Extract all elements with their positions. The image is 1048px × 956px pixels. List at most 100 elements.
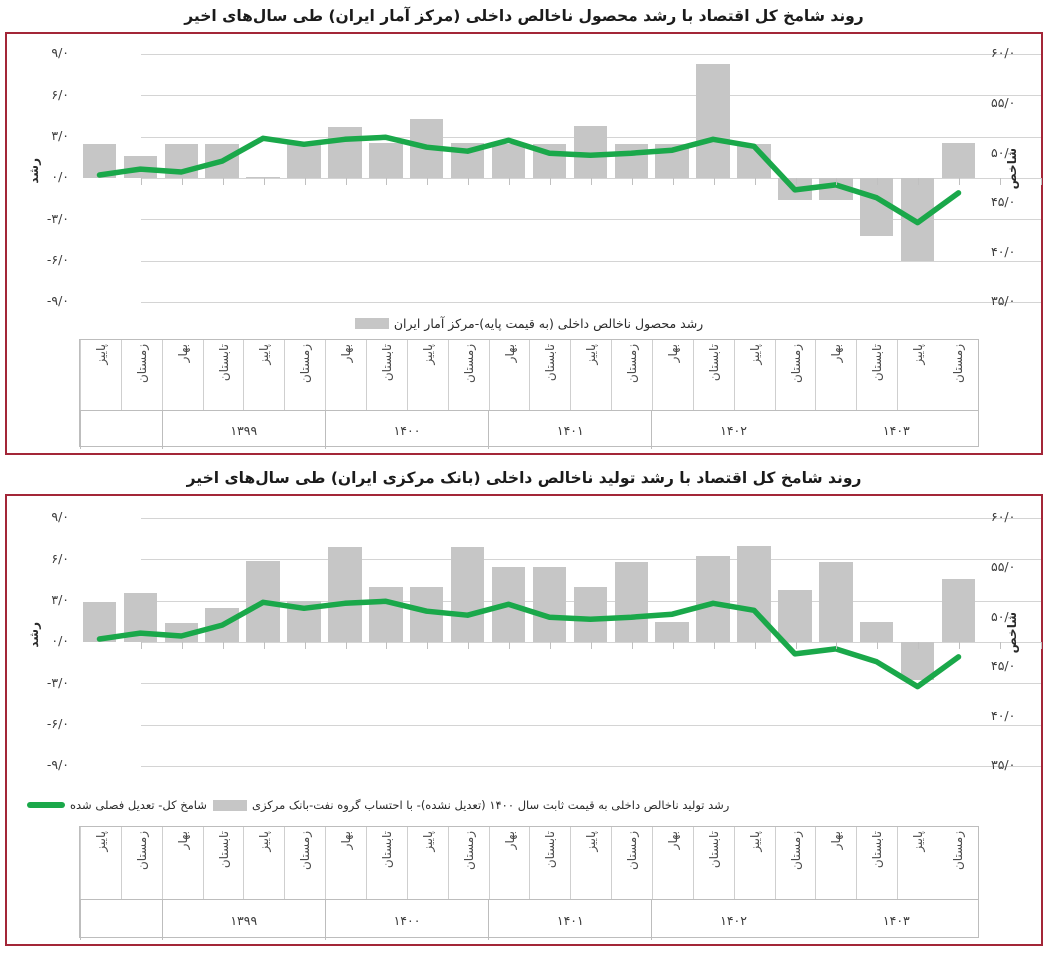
season-row: پاییز زمستان بهار تابستان پاییز زمستان بهار تاب… xyxy=(80,340,978,411)
season-label: پاییز xyxy=(747,344,762,365)
axis-tick xyxy=(263,642,265,650)
season-label: زمستان xyxy=(625,344,640,384)
season-cell: زمستان xyxy=(284,340,325,411)
axis-tick xyxy=(591,642,592,650)
season-cell: بهار xyxy=(815,827,856,900)
season-label: پاییز xyxy=(257,344,272,365)
bar xyxy=(696,555,730,643)
y-axis-right-tick: ۴۵/۰ xyxy=(991,194,1016,210)
axis-tick xyxy=(959,178,961,186)
gridline xyxy=(141,219,1041,221)
axis-tick xyxy=(345,178,347,186)
year-label xyxy=(80,900,162,941)
season-label: زمستان xyxy=(625,831,640,871)
axis-tick xyxy=(427,642,429,650)
axis-tick xyxy=(795,178,797,186)
axis-tick xyxy=(386,178,388,186)
bar xyxy=(614,562,649,643)
legend-label: رشد تولید ناخالص داخلی به قیمت ثابت سال … xyxy=(251,798,730,813)
year-row: ۱۳۹۹ ۱۴۰۰ ۱۴۰۱ ۱۴۰۲ ۱۴۰۳ xyxy=(80,899,978,941)
season-label: پاییز xyxy=(93,344,108,365)
season-label: پاییز xyxy=(747,831,762,852)
legend-item[interactable]: شامخ کل- تعدیل فصلی شده xyxy=(27,798,207,812)
season-label: پاییز xyxy=(584,831,599,852)
axis-tick xyxy=(959,642,961,650)
season-cell: زمستان xyxy=(447,340,489,411)
axis-tick xyxy=(1041,178,1042,186)
axis-tick xyxy=(918,178,920,186)
season-row: پاییز زمستان بهار تابستان پاییز زمستان بهار تاب… xyxy=(80,827,978,900)
axis-tick xyxy=(591,178,592,186)
y-axis-left-tick: ۶/۰ xyxy=(51,86,69,102)
season-cell: تابستان xyxy=(366,827,407,900)
season-label: زمستان xyxy=(134,831,149,871)
year-label: ۱۴۰۲ xyxy=(651,900,814,941)
gridline xyxy=(141,518,1041,520)
gridline xyxy=(141,261,1041,263)
legend-line-swatch-icon xyxy=(27,802,65,809)
legend-label: رشد محصول ناخالص داخلی (به قیمت پایه)-مر… xyxy=(393,316,704,332)
axis-tick xyxy=(795,642,797,650)
y-axis-right-tick: ۴۵/۰ xyxy=(991,658,1016,674)
year-row: ۱۳۹۹ ۱۴۰۰ ۱۴۰۱ ۱۴۰۲ ۱۴۰۳ xyxy=(80,410,978,450)
season-cell: زمستان xyxy=(284,827,325,900)
year-label: ۱۴۰۳ xyxy=(882,912,910,928)
season-cell: پاییز xyxy=(243,827,284,900)
y-axis-left-tick: -۹/۰ xyxy=(46,293,69,309)
chart-legend: شامخ کل- تعدیل فصلی شده رشد تولید ناخالص … xyxy=(27,798,999,812)
season-label: بهار xyxy=(502,344,517,363)
axis-tick xyxy=(918,642,920,650)
chart-1-title: روند شامخ کل اقتصاد با رشد محصول ناخالص … xyxy=(184,7,864,25)
y-axis-left-tick: ۳/۰ xyxy=(51,128,69,144)
season-cell: پاییز xyxy=(733,827,775,900)
season-cell: تابستان xyxy=(529,827,570,900)
axis-tick xyxy=(304,178,306,186)
axis-tick xyxy=(181,642,183,650)
season-cell: زمستان xyxy=(938,827,978,899)
season-label: بهار xyxy=(502,831,517,850)
season-label: تابستان xyxy=(543,831,558,869)
season-cell: تابستان xyxy=(202,340,244,411)
season-label: پاییز xyxy=(911,344,926,365)
season-label: تابستان xyxy=(379,831,394,869)
season-label: بهار xyxy=(339,344,354,363)
season-label: پاییز xyxy=(420,831,435,852)
legend-item[interactable]: رشد محصول ناخالص داخلی (به قیمت پایه)-مر… xyxy=(354,316,704,332)
gridline xyxy=(141,766,1041,768)
season-label: تابستان xyxy=(216,831,231,869)
chart-2-title: روند شامخ کل اقتصاد با رشد تولید ناخالص … xyxy=(186,469,862,487)
y-axis-right-tick: ۴۰/۰ xyxy=(991,243,1016,259)
season-label: تابستان xyxy=(706,344,721,382)
bar xyxy=(900,642,935,680)
season-label: زمستان xyxy=(788,831,803,871)
bar xyxy=(859,621,894,643)
y-axis-left-tick: ۰/۰ xyxy=(51,169,69,185)
axis-tick xyxy=(386,642,388,650)
y-axis-left-tick: ۹/۰ xyxy=(51,45,69,61)
season-cell: بهار xyxy=(652,340,693,411)
axis-tick xyxy=(1041,642,1042,650)
y-axis-left-tick: -۶/۰ xyxy=(46,252,69,268)
season-cell: بهار xyxy=(325,827,366,900)
axis-tick xyxy=(263,178,265,186)
season-cell: تابستان xyxy=(529,340,570,411)
bar xyxy=(778,590,812,643)
year-label: ۱۴۰۱ xyxy=(488,411,651,450)
bar xyxy=(491,143,526,179)
y-axis-right-tick: ۵۵/۰ xyxy=(991,558,1016,574)
year-label: ۱۴۰۰ xyxy=(324,900,488,941)
season-cell: زمستان xyxy=(120,340,162,411)
y-axis-left-tick: ۹/۰ xyxy=(51,509,69,525)
legend-item[interactable]: رشد تولید ناخالص داخلی به قیمت ثابت سال … xyxy=(212,798,730,813)
season-label: تابستان xyxy=(216,344,231,382)
y-axis-left-tick: ۶/۰ xyxy=(51,550,69,566)
axis-tick xyxy=(836,178,838,186)
axis-tick xyxy=(631,642,633,650)
bar xyxy=(246,176,280,179)
season-label: تابستان xyxy=(543,344,558,382)
year-label: ۱۴۰۳ xyxy=(882,422,910,438)
axis-tick xyxy=(713,642,715,650)
axis-tick xyxy=(713,178,715,186)
axis-tick xyxy=(672,178,674,186)
